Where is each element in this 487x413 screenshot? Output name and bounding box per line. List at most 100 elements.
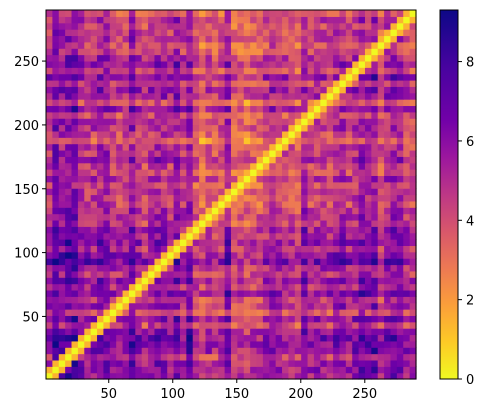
- heatmap-cell: [192, 162, 200, 170]
- heatmap-cell: [326, 156, 334, 164]
- heatmap-cell: [154, 315, 162, 323]
- heatmap-cell: [294, 302, 302, 310]
- heatmap-cell: [231, 10, 238, 17]
- heatmap-cell: [345, 79, 353, 87]
- heatmap-cell: [218, 251, 226, 259]
- heatmap-cell: [326, 137, 334, 145]
- heatmap-cell: [307, 207, 315, 215]
- heatmap-cell: [205, 372, 213, 380]
- heatmap-cell: [396, 118, 404, 126]
- heatmap-cell: [320, 321, 328, 329]
- heatmap-cell: [237, 315, 245, 323]
- heatmap-cell: [409, 264, 417, 272]
- heatmap-cell: [339, 359, 347, 367]
- heatmap-cell: [122, 309, 130, 316]
- heatmap-cell: [186, 283, 194, 291]
- heatmap-cell: [288, 22, 296, 30]
- heatmap-cell: [65, 359, 73, 367]
- heatmap-cell: [345, 296, 353, 304]
- heatmap-cell: [154, 162, 162, 170]
- heatmap-cell: [160, 207, 168, 215]
- heatmap-cell: [141, 239, 149, 246]
- heatmap-cell: [179, 283, 187, 291]
- heatmap-cell: [390, 245, 398, 253]
- heatmap-cell: [179, 213, 187, 221]
- heatmap-cell: [148, 99, 156, 107]
- heatmap-cell: [109, 156, 117, 164]
- heatmap-cell: [288, 226, 296, 234]
- heatmap-cell: [256, 143, 264, 151]
- heatmap-cell: [160, 200, 168, 208]
- heatmap-cell: [218, 105, 226, 113]
- heatmap-cell: [90, 29, 98, 37]
- heatmap-cell: [128, 16, 136, 24]
- heatmap-cell: [364, 67, 372, 75]
- heatmap-cell: [211, 29, 219, 37]
- heatmap-cell: [205, 194, 213, 202]
- heatmap-cell: [52, 169, 60, 177]
- heatmap-cell: [352, 111, 360, 119]
- heatmap-cell: [326, 60, 334, 68]
- heatmap-cell: [218, 359, 226, 367]
- heatmap-cell: [116, 321, 124, 329]
- heatmap-cell: [313, 111, 321, 119]
- heatmap-cell: [192, 130, 200, 138]
- heatmap-cell: [358, 60, 366, 68]
- heatmap-cell: [65, 181, 73, 189]
- heatmap-cell: [320, 67, 328, 75]
- heatmap-cell: [84, 213, 92, 221]
- heatmap-cell: [90, 10, 98, 17]
- heatmap-cell: [256, 156, 264, 164]
- heatmap-cell: [109, 372, 117, 380]
- heatmap-cell: [269, 194, 277, 202]
- heatmap-cell: [77, 35, 85, 43]
- heatmap-cell: [58, 130, 66, 138]
- heatmap-cell: [52, 321, 60, 329]
- heatmap-cell: [231, 258, 238, 266]
- heatmap-cell: [224, 372, 232, 380]
- heatmap-cell: [250, 86, 258, 94]
- heatmap-cell: [390, 315, 398, 323]
- heatmap-cell: [77, 73, 85, 81]
- heatmap-cell: [148, 321, 156, 329]
- heatmap-cell: [320, 86, 328, 94]
- heatmap-cell: [122, 366, 130, 374]
- heatmap-cell: [320, 309, 328, 316]
- heatmap-cell: [250, 35, 258, 43]
- heatmap-cell: [52, 366, 60, 374]
- heatmap-cell: [275, 16, 283, 24]
- heatmap-cell: [179, 264, 187, 272]
- heatmap-cell: [333, 41, 341, 49]
- heatmap-cell: [231, 321, 238, 329]
- heatmap-cell: [160, 118, 168, 126]
- heatmap-cell: [135, 67, 143, 75]
- heatmap-cell: [84, 54, 92, 62]
- heatmap-cell: [186, 22, 194, 30]
- heatmap-cell: [84, 188, 92, 196]
- heatmap-cell: [71, 162, 79, 170]
- heatmap-cell: [301, 296, 309, 304]
- heatmap-cell: [173, 213, 181, 221]
- heatmap-cell: [224, 181, 232, 189]
- heatmap-cell: [294, 309, 302, 316]
- heatmap-cell: [288, 124, 296, 132]
- heatmap-cell: [58, 137, 66, 145]
- heatmap-cell: [288, 353, 296, 361]
- heatmap-cell: [313, 264, 321, 272]
- heatmap-cell: [58, 105, 66, 113]
- heatmap-cell: [256, 251, 264, 259]
- heatmap-cell: [199, 86, 207, 94]
- heatmap-cell: [358, 258, 366, 266]
- heatmap-cell: [84, 48, 92, 56]
- heatmap-cell: [282, 162, 290, 170]
- heatmap-cell: [128, 315, 136, 323]
- heatmap-cell: [243, 372, 251, 380]
- heatmap-cell: [307, 29, 315, 37]
- heatmap-cell: [173, 277, 181, 285]
- heatmap-cell: [154, 137, 162, 145]
- heatmap-cell: [103, 347, 111, 355]
- heatmap-cell: [262, 315, 270, 323]
- heatmap-cell: [192, 124, 200, 132]
- heatmap-cell: [71, 41, 79, 49]
- heatmap-cell: [269, 315, 277, 323]
